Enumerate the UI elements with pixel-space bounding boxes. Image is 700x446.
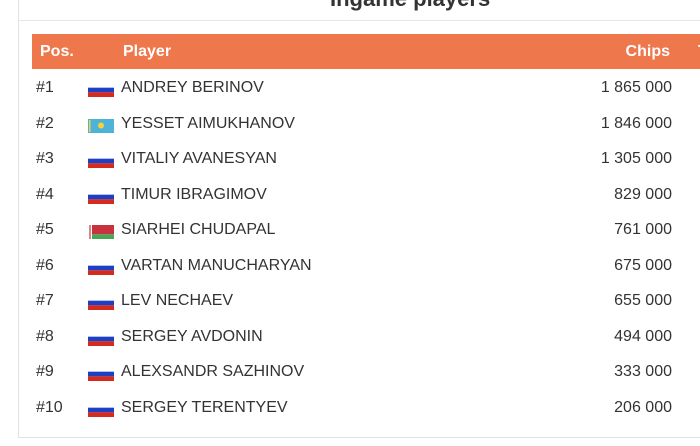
player-name[interactable]: SERGEY AVDONIN [121,327,263,345]
table-row: #1 ANDREY BERINOV 1 865 000 [32,70,700,105]
chip-count: 333 000 [614,363,672,380]
chip-count: 655 000 [614,292,672,309]
russia-flag-icon [88,83,114,97]
position: #4 [36,185,54,203]
player-name[interactable]: SIARHEI CHUDAPAL [121,221,276,238]
russia-flag-icon [88,402,114,417]
position: #2 [36,114,54,132]
belarus-flag-icon [88,225,114,239]
russia-flag-icon [88,189,114,204]
chip-count: 1 305 000 [600,150,672,167]
russia-flag-icon [88,331,114,346]
player-name[interactable]: VARTAN MANUCHARYAN [121,256,312,274]
table-row: #8 SERGEY AVDONIN 494 000 [32,319,700,354]
divider [18,20,700,21]
player-name[interactable]: LEV NECHAEV [121,292,234,309]
column-extra: T [698,43,700,61]
russia-flag-icon [88,154,114,168]
russia-flag-icon [88,367,114,381]
position: #7 [36,292,54,309]
chip-count: 206 000 [614,398,672,416]
table-row: #10 SERGEY TERENTYEV 206 000 [32,390,700,425]
table-row: #7 LEV NECHAEV 655 000 [32,283,700,318]
table-row: #5 SIARHEI CHUDAPAL 761 000 [32,212,700,247]
player-name[interactable]: SERGEY TERENTYEV [121,398,288,416]
player-name[interactable]: YESSET AIMUKHANOV [121,114,295,132]
position: #9 [36,363,54,380]
russia-flag-icon [88,260,114,275]
table-row: #6 VARTAN MANUCHARYAN 675 000 [32,248,700,283]
chip-count: 1 846 000 [600,114,672,132]
table-row: #4 TIMUR IBRAGIMOV 829 000 [32,177,700,212]
chip-count: 1 865 000 [600,79,672,96]
table-row: #3 VITALIY AVANESYAN 1 305 000 [32,141,700,176]
table-row: #9 ALEXSANDR SAZHINOV 333 000 [32,354,700,389]
position: #6 [36,256,54,274]
position: #5 [36,221,54,238]
player-name[interactable]: ALEXSANDR SAZHINOV [121,363,305,380]
player-name[interactable]: VITALIY AVANESYAN [121,150,277,167]
player-name[interactable]: ANDREY BERINOV [121,79,264,96]
table-header: Pos. Player Chips T [32,34,700,69]
column-player: Player [123,43,172,60]
table-row: #2 YESSET AIMUKHANOV 1 846 000 [32,106,700,141]
position: #3 [36,150,54,167]
chip-count: 494 000 [614,327,672,345]
chip-count: 761 000 [614,221,672,238]
position: #10 [36,398,63,416]
position: #1 [36,79,54,96]
position: #8 [36,327,54,345]
player-name[interactable]: TIMUR IBRAGIMOV [121,185,267,203]
section-title: Ingame players [330,0,490,12]
chip-count: 675 000 [614,256,672,274]
chip-count: 829 000 [614,185,672,203]
column-chips: Chips [625,43,670,60]
players-card [18,0,700,438]
kazakhstan-flag-icon [88,118,114,133]
column-pos: Pos. [40,43,74,60]
russia-flag-icon [88,296,114,310]
